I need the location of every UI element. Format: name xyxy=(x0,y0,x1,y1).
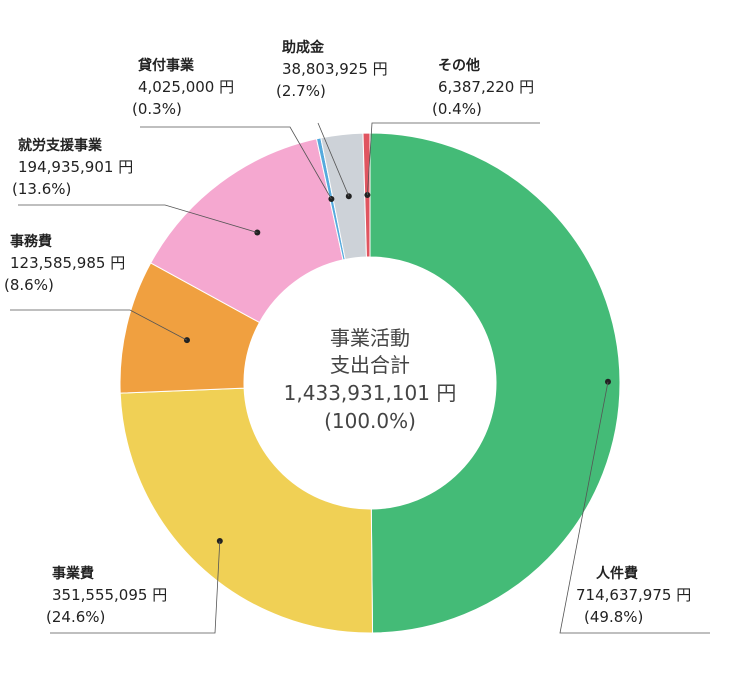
leader-line xyxy=(10,309,188,341)
label-jigyouhi: 事業費 351,555,095 円 (24.6%) xyxy=(46,565,167,626)
center-label-line2: 支出合計 xyxy=(330,353,410,377)
label-value: 4,025,000 円 xyxy=(138,78,234,96)
center-total-value: 1,433,931,101 円 xyxy=(284,381,457,405)
label-percent: (0.3%) xyxy=(132,100,182,118)
leader-lines xyxy=(10,122,710,634)
center-label: 事業活動 支出合計 1,433,931,101 円 (100.0%) xyxy=(284,326,457,433)
label-name: 貸付事業 xyxy=(137,57,195,74)
donut-slices xyxy=(119,132,621,634)
label-name: その他 xyxy=(438,57,480,74)
label-percent: (13.6%) xyxy=(12,180,71,198)
leader-line xyxy=(317,122,350,197)
label-value: 714,637,975 円 xyxy=(576,586,691,604)
label-joseikin: 助成金 38,803,925 円 (2.7%) xyxy=(276,39,388,100)
label-kashitsuke: 貸付事業 4,025,000 円 (0.3%) xyxy=(132,57,234,118)
center-total-percent: (100.0%) xyxy=(324,409,416,433)
label-jinkenhi: 人件費 714,637,975 円 (49.8%) xyxy=(576,565,691,626)
leader-line xyxy=(559,381,710,634)
leader-line xyxy=(18,204,258,233)
label-percent: (24.6%) xyxy=(46,608,105,626)
center-label-line1: 事業活動 xyxy=(330,326,410,350)
label-value: 38,803,925 円 xyxy=(282,60,388,78)
label-name: 人件費 xyxy=(596,565,638,582)
label-percent: (2.7%) xyxy=(276,82,326,100)
leader-line xyxy=(366,122,540,196)
label-sonota: その他 6,387,220 円 (0.4%) xyxy=(432,57,534,118)
label-name: 事務費 xyxy=(10,233,52,250)
label-percent: (49.8%) xyxy=(584,608,643,626)
label-percent: (8.6%) xyxy=(4,276,54,294)
label-name: 事業費 xyxy=(52,565,94,582)
label-value: 6,387,220 円 xyxy=(438,78,534,96)
label-value: 123,585,985 円 xyxy=(10,254,125,272)
label-shuurou: 就労支援事業 194,935,901 円 (13.6%) xyxy=(12,137,133,198)
leader-line xyxy=(140,126,332,200)
label-value: 194,935,901 円 xyxy=(18,158,133,176)
label-name: 就労支援事業 xyxy=(18,137,103,154)
leader-line xyxy=(50,540,221,634)
label-jimuhi: 事務費 123,585,985 円 (8.6%) xyxy=(4,233,125,294)
label-value: 351,555,095 円 xyxy=(52,586,167,604)
label-percent: (0.4%) xyxy=(432,100,482,118)
donut-hole xyxy=(244,257,496,509)
label-name: 助成金 xyxy=(282,39,325,56)
